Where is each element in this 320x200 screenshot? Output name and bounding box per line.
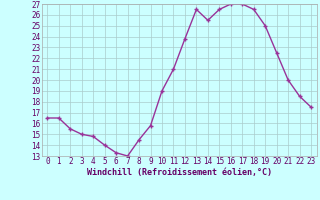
X-axis label: Windchill (Refroidissement éolien,°C): Windchill (Refroidissement éolien,°C) bbox=[87, 168, 272, 177]
